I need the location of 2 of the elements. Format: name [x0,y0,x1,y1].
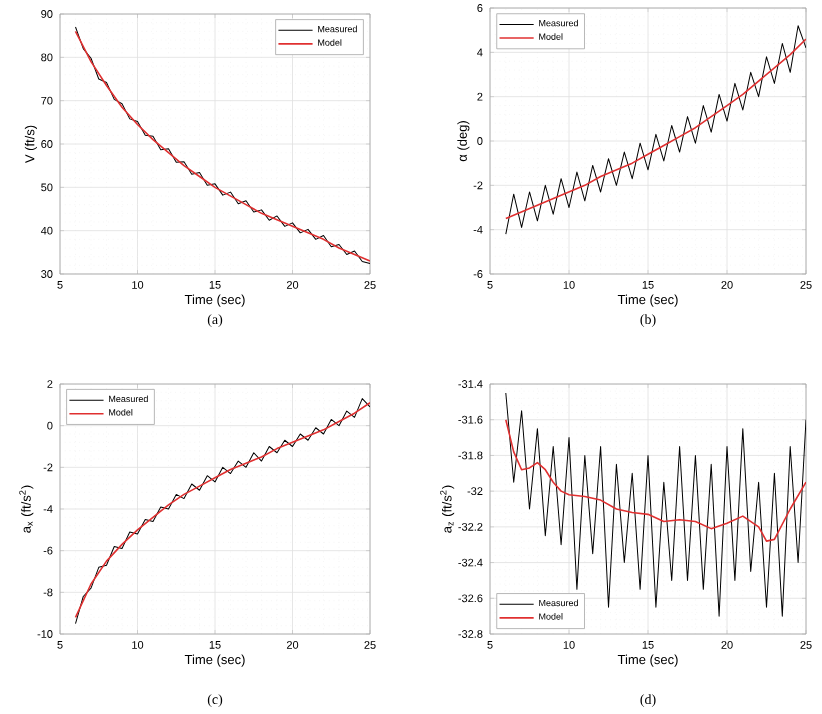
line-series [505,418,807,542]
line-series [505,392,807,617]
